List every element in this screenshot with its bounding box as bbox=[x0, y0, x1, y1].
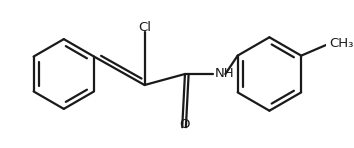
Text: Cl: Cl bbox=[138, 21, 151, 34]
Text: CH₃: CH₃ bbox=[330, 37, 354, 50]
Text: O: O bbox=[179, 118, 189, 131]
Text: NH: NH bbox=[214, 67, 234, 80]
